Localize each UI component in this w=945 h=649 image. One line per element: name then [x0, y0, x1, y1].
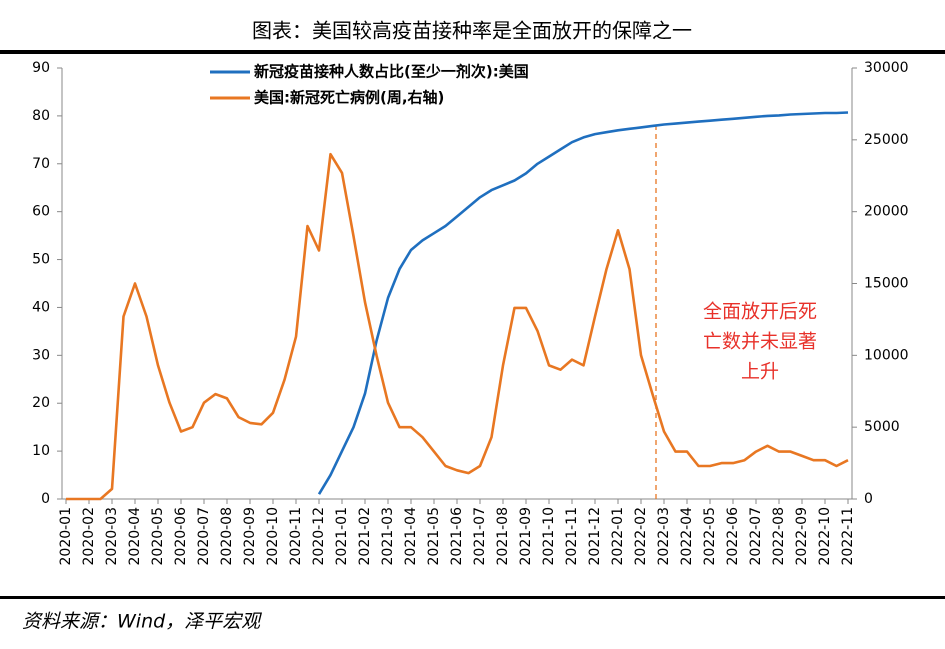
y-tick-label: 50 — [32, 252, 50, 268]
y-tick-label: 10 — [32, 443, 50, 459]
y2-tick-label: 20000 — [864, 204, 909, 220]
source: 资料来源：Wind，泽平宏观 — [22, 611, 262, 633]
y-tick-label: 80 — [32, 108, 50, 124]
annotation: 全面放开后死 — [703, 301, 817, 323]
x-tick-label: 2022-04 — [679, 507, 695, 566]
x-tick-label: 2020-11 — [288, 507, 304, 566]
series-line — [317, 111, 849, 495]
y2-tick-label: 15000 — [864, 276, 909, 292]
x-tick-label: 2021-03 — [380, 507, 396, 566]
y-tick-label: 20 — [32, 395, 50, 411]
x-tick-label: 2021-02 — [357, 507, 373, 566]
x-tick-label: 2021-01 — [334, 507, 350, 566]
x-tick-label: 2021-05 — [426, 507, 442, 566]
y2-tick-label: 0 — [864, 491, 873, 507]
x-tick-label: 2020-05 — [150, 507, 166, 566]
x-tick-label: 2022-01 — [610, 507, 626, 566]
x-tick-label: 2020-03 — [104, 507, 120, 566]
y-tick-label: 90 — [32, 60, 50, 76]
y2-tick-label: 30000 — [864, 60, 909, 76]
y2-tick-label: 25000 — [864, 132, 909, 148]
x-tick-label: 2020-10 — [265, 507, 281, 566]
x-tick-label: 2020-04 — [127, 507, 143, 566]
y-tick-label: 40 — [32, 299, 50, 315]
x-tick-label: 2022-07 — [748, 507, 764, 566]
x-tick-label: 2020-12 — [311, 507, 327, 566]
y2-tick-label: 5000 — [864, 419, 900, 435]
annotation: 上升 — [741, 361, 779, 383]
x-tick-label: 2021-11 — [564, 507, 580, 566]
y-tick-label: 30 — [32, 347, 50, 363]
x-tick-label: 2022-06 — [725, 507, 741, 566]
x-tick-label: 2022-02 — [633, 507, 649, 566]
x-tick-label: 2021-12 — [587, 507, 603, 566]
annotation: 亡数并未显著 — [703, 331, 817, 353]
legend-label: 新冠疫苗接种人数占比(至少一剂次):美国 — [254, 63, 529, 81]
x-tick-label: 2020-01 — [58, 507, 74, 566]
x-tick-label: 2022-11 — [840, 507, 856, 566]
y-tick-label: 60 — [32, 204, 50, 220]
x-tick-label: 2021-06 — [449, 507, 465, 566]
x-tick-label: 2022-05 — [702, 507, 718, 566]
x-tick-label: 2021-10 — [541, 507, 557, 566]
x-tick-label: 2020-09 — [242, 507, 258, 566]
series-line — [66, 152, 849, 501]
y2-tick-label: 10000 — [864, 347, 909, 363]
legend-label: 美国:新冠死亡病例(周,右轴) — [254, 89, 444, 107]
y-tick-label: 0 — [41, 491, 50, 507]
x-tick-label: 2020-08 — [219, 507, 235, 566]
x-tick-label: 2022-10 — [817, 507, 833, 566]
x-tick-label: 2020-06 — [173, 507, 189, 566]
x-tick-label: 2021-09 — [518, 507, 534, 566]
y-tick-label: 70 — [32, 156, 50, 172]
chart-title: 图表：美国较高疫苗接种率是全面放开的保障之一 — [252, 19, 692, 43]
bottom-rule — [0, 596, 945, 599]
x-tick-label: 2020-02 — [81, 507, 97, 566]
x-tick-label: 2022-09 — [794, 507, 810, 566]
x-tick-label: 2022-08 — [771, 507, 787, 566]
x-tick-label: 2022-03 — [656, 507, 672, 566]
top-rule — [0, 50, 945, 54]
x-tick-label: 2021-07 — [472, 507, 488, 566]
x-tick-label: 2021-08 — [495, 507, 511, 566]
x-tick-label: 2020-07 — [196, 507, 212, 566]
x-tick-label: 2021-04 — [403, 507, 419, 566]
